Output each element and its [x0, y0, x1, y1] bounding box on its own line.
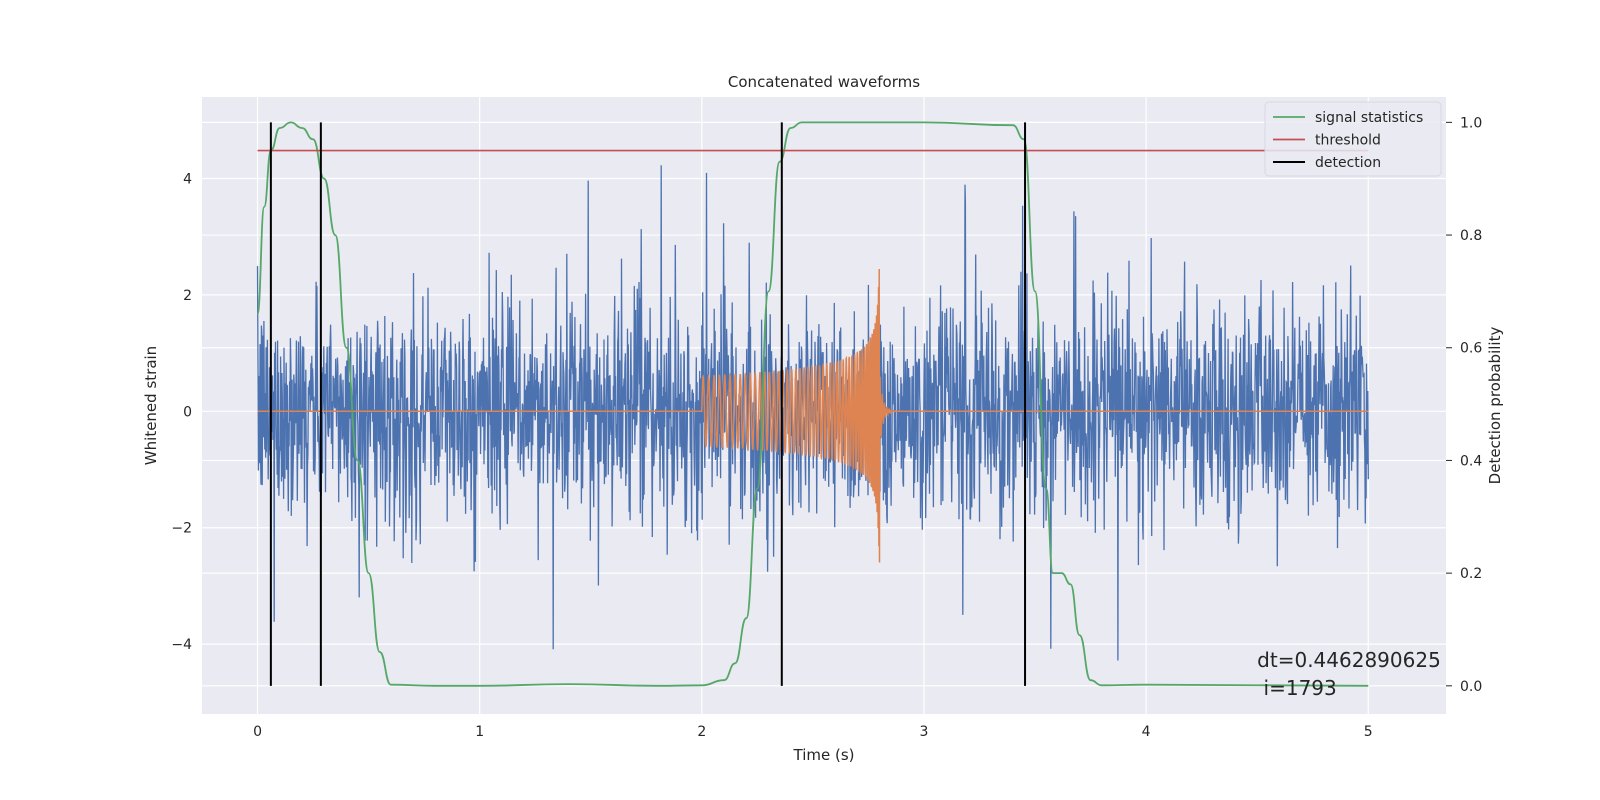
annotation-index: i=1793: [1257, 676, 1337, 700]
y-tick-label: 0: [183, 404, 192, 420]
x-tick-label: 0: [253, 724, 262, 740]
y-tick-label: −4: [171, 637, 192, 653]
legend-label: signal statistics: [1315, 110, 1423, 126]
x-tick-label: 1: [475, 724, 484, 740]
legend-box: [1264, 101, 1442, 177]
x-axis-label: Time (s): [793, 746, 855, 764]
y-axis-label: Whitened strain: [142, 346, 160, 465]
y-axis-ticks: −4 −2 0 2 4: [171, 171, 192, 653]
annotation-dt: dt=0.4462890625: [1257, 648, 1441, 672]
legend-label: detection: [1315, 155, 1381, 171]
legend: signal statistics threshold detection: [1264, 101, 1442, 177]
x-axis-ticks: 0 1 2 3 4 5: [253, 724, 1373, 740]
y2-tick-label: 0.4: [1460, 453, 1482, 469]
y2-tick-label: 0.0: [1460, 679, 1482, 695]
series-chirp-template: [257, 268, 1369, 563]
y2-axis-label: Detection probability: [1486, 327, 1504, 485]
legend-label: threshold: [1315, 133, 1381, 149]
y-tick-label: 4: [183, 171, 192, 187]
series-layer: [256, 121, 1369, 687]
y2-axis-ticks: 0.0 0.2 0.4 0.6 0.8 1.0: [1446, 115, 1482, 695]
y-tick-label: 2: [183, 288, 192, 304]
y-tick-label: −2: [171, 521, 192, 537]
y2-tick-label: 0.2: [1460, 566, 1482, 582]
chart-title: Concatenated waveforms: [728, 73, 920, 91]
x-tick-label: 3: [920, 724, 929, 740]
y2-tick-label: 0.8: [1460, 228, 1482, 244]
series-signal-statistics: [256, 121, 1369, 687]
x-tick-label: 4: [1142, 724, 1151, 740]
x-tick-label: 2: [697, 724, 706, 740]
x-tick-label: 5: [1364, 724, 1373, 740]
y2-tick-label: 1.0: [1460, 115, 1482, 131]
y2-tick-label: 0.6: [1460, 341, 1482, 357]
